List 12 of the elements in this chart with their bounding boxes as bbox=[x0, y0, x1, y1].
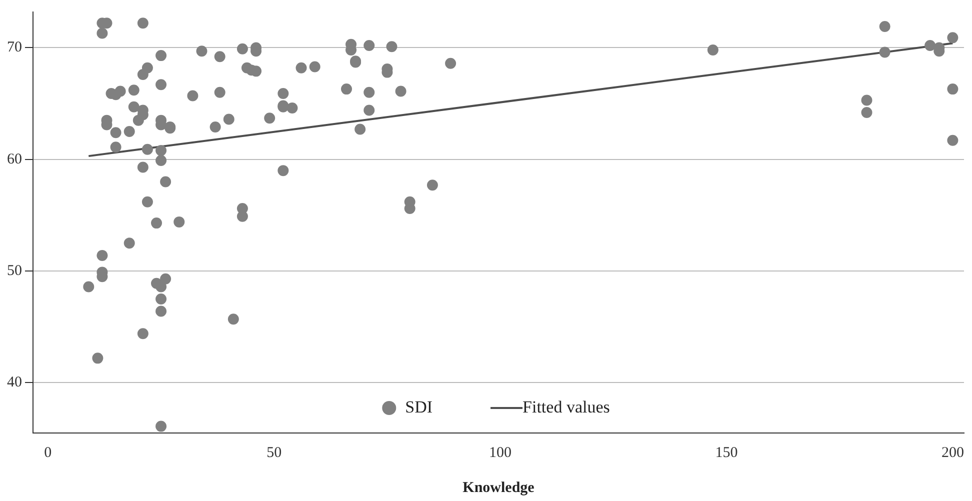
x-tick-label: 50 bbox=[266, 444, 282, 461]
x-tick-label: 100 bbox=[489, 444, 512, 461]
legend-label: Fitted values bbox=[522, 397, 610, 416]
y-tick-label: 40 bbox=[7, 374, 22, 391]
x-axis-title: Knowledge bbox=[462, 480, 535, 496]
y-tick-label: 70 bbox=[7, 40, 22, 56]
legend-label: SDI bbox=[405, 397, 433, 416]
y-tick-label: 60 bbox=[7, 151, 22, 168]
y-tick-label: 50 bbox=[7, 263, 22, 280]
x-tick-label: 200 bbox=[941, 444, 964, 461]
x-tick-label: 150 bbox=[715, 444, 738, 461]
x-tick-label: 0 bbox=[44, 444, 52, 461]
